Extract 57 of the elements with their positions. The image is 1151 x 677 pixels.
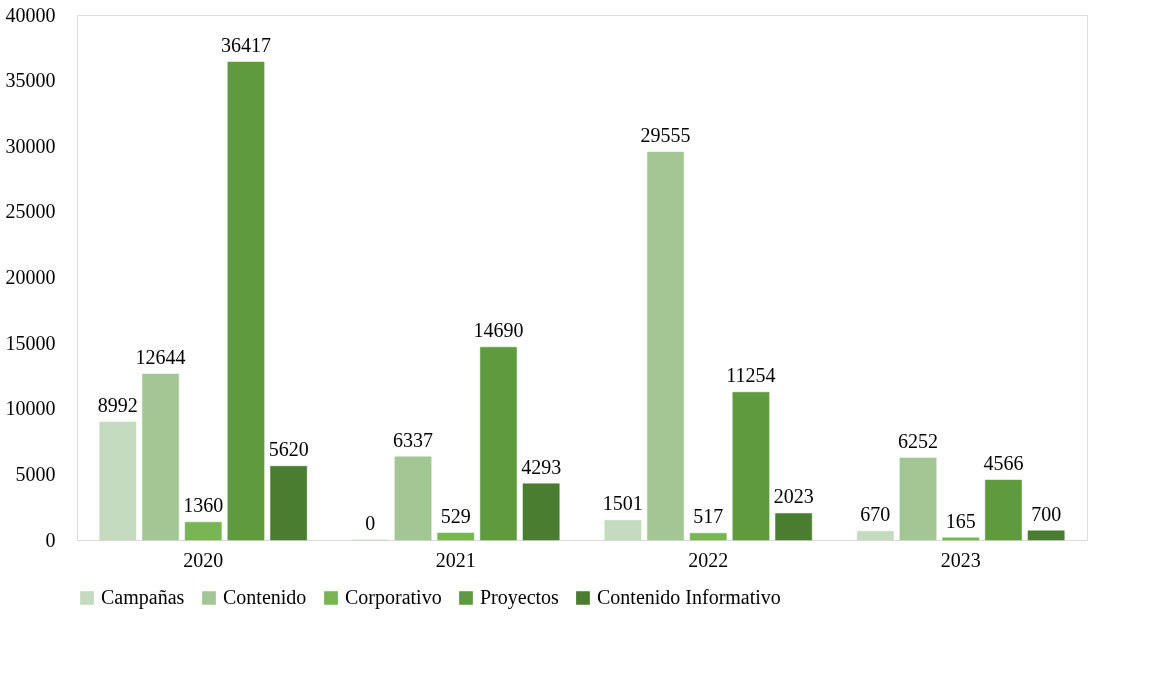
bar	[942, 537, 980, 541]
data-label: 529	[440, 505, 471, 528]
data-label: 36417	[220, 34, 271, 57]
bar	[437, 532, 475, 541]
y-tick-label: 35000	[5, 69, 56, 92]
data-label: 6252	[898, 429, 939, 452]
y-tick-label: 30000	[5, 134, 56, 157]
y-tick-label: 20000	[5, 266, 56, 288]
data-label: 4293	[521, 455, 562, 478]
bar	[227, 61, 265, 541]
bar	[480, 346, 517, 541]
legend-label: Proyectos	[480, 586, 560, 609]
bar	[394, 456, 432, 541]
y-tick-label: 25000	[5, 200, 56, 223]
data-label: 5620	[268, 438, 309, 461]
bar	[184, 521, 222, 541]
bar	[1027, 530, 1065, 541]
legend-label: Contenido Informativo	[597, 586, 781, 608]
legend-label: Campañas	[101, 586, 185, 609]
data-label: 700	[1031, 502, 1062, 525]
legend-label: Corporativo	[345, 586, 442, 609]
bar	[856, 530, 894, 541]
y-tick-label: 5000	[15, 462, 56, 485]
data-label: 2023	[773, 485, 814, 508]
data-label: 1360	[183, 494, 224, 517]
data-label: 670	[860, 503, 891, 526]
bar	[604, 520, 642, 541]
bar	[689, 532, 727, 541]
data-label: 11254	[726, 364, 776, 387]
bar	[142, 373, 179, 541]
bar	[270, 465, 308, 541]
data-label: 0	[365, 512, 376, 534]
bar	[899, 457, 937, 541]
bar	[775, 513, 813, 541]
y-tick-label: 0	[45, 528, 56, 551]
data-label: 29555	[640, 124, 691, 147]
x-tick-label: 2020	[183, 548, 224, 571]
bar	[985, 479, 1022, 541]
data-label: 165	[945, 509, 976, 532]
bar	[99, 421, 137, 541]
data-label: 4566	[983, 452, 1024, 475]
data-label: 6337	[393, 428, 434, 451]
legend-label: Contenido	[223, 586, 307, 608]
y-tick-label: 40000	[5, 3, 56, 26]
y-tick-label: 15000	[5, 331, 56, 354]
x-tick-label: 2022	[688, 548, 729, 571]
bar	[732, 392, 770, 541]
data-label: 517	[693, 505, 724, 528]
bar	[522, 483, 560, 541]
data-label: 14690	[473, 319, 524, 342]
data-label: 1501	[602, 492, 643, 515]
y-tick-label: 10000	[5, 397, 56, 420]
bar	[647, 151, 684, 541]
x-tick-label: 2023	[940, 548, 981, 571]
x-tick-label: 2021	[435, 548, 476, 571]
data-label: 12644	[135, 346, 186, 369]
data-label: 8992	[97, 393, 138, 416]
